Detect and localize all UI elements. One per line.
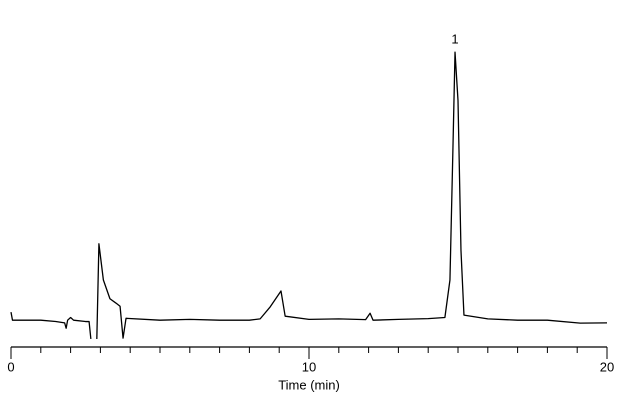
peak-label: 1 bbox=[451, 32, 458, 47]
signal-line bbox=[10, 51, 608, 340]
x-tick-label: 0 bbox=[7, 359, 14, 374]
x-tick-label: 10 bbox=[302, 359, 316, 374]
x-tick-label: 20 bbox=[600, 359, 614, 374]
x-axis-label: Time (min) bbox=[278, 377, 340, 392]
